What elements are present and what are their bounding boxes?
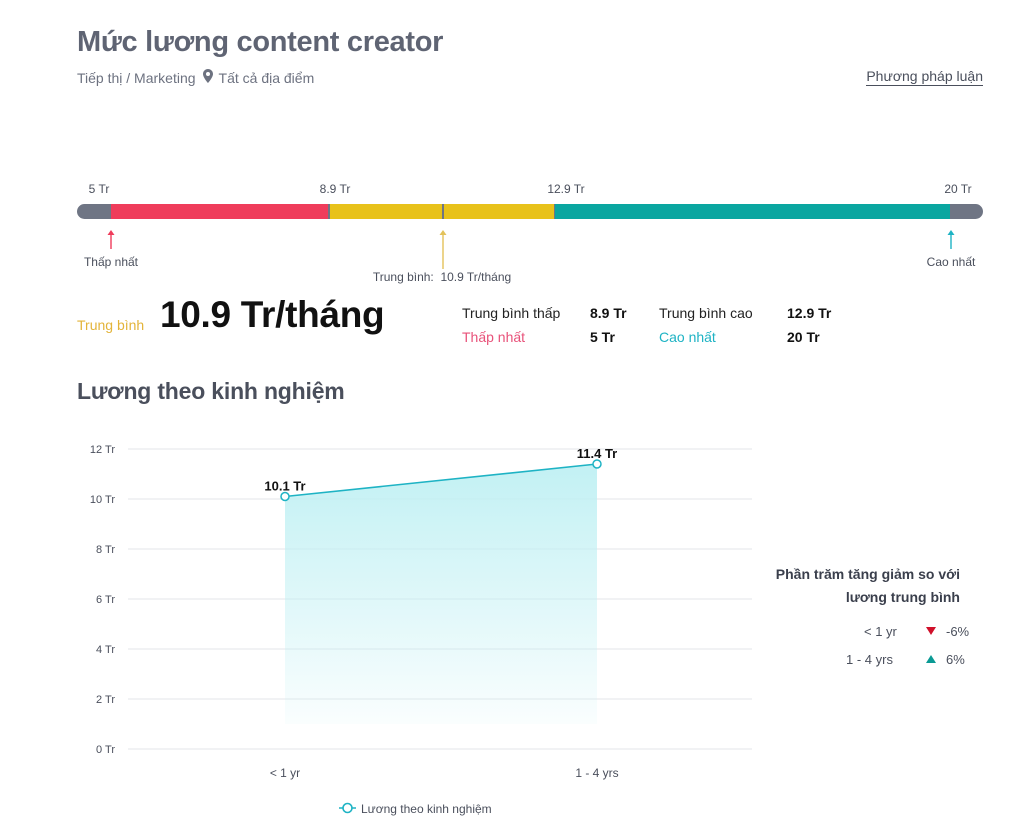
lowest-value: 5 Tr bbox=[590, 329, 615, 345]
data-point[interactable] bbox=[592, 459, 602, 469]
breadcrumb: Tiếp thị / Marketing Tất cả địa điểm bbox=[77, 69, 314, 86]
percent-change-title-line1: Phần trăm tăng giảm so với bbox=[775, 566, 960, 582]
highest-value: 20 Tr bbox=[787, 329, 820, 345]
up-triangle-icon bbox=[926, 655, 936, 663]
down-triangle-icon bbox=[926, 627, 936, 635]
data-label: 10.1 Tr bbox=[264, 479, 305, 494]
average-marker-label: Trung bình: 10.9 Tr/tháng bbox=[372, 270, 512, 284]
x-tick-label: 1 - 4 yrs bbox=[575, 766, 618, 780]
highest-marker-label: Cao nhất bbox=[926, 255, 976, 269]
lowest-arrow-icon bbox=[107, 230, 115, 249]
data-point[interactable] bbox=[280, 491, 290, 502]
pct-row-label: < 1 yr bbox=[864, 624, 897, 639]
legend-label[interactable]: Lương theo kinh nghiệm bbox=[361, 802, 492, 816]
range-high-segment bbox=[555, 204, 950, 219]
range-tick-avg-high: 12.9 Tr bbox=[547, 182, 585, 196]
category-link[interactable]: Tiếp thị / Marketing bbox=[77, 69, 196, 86]
location-link[interactable]: Tất cả địa điểm bbox=[218, 69, 315, 86]
avg-high-value: 12.9 Tr bbox=[787, 305, 832, 321]
lowest-label: Thấp nhất bbox=[462, 329, 526, 345]
y-tick-label: 0 Tr bbox=[96, 744, 115, 756]
avg-low-value: 8.9 Tr bbox=[590, 305, 627, 321]
pct-row-label: 1 - 4 yrs bbox=[846, 652, 893, 667]
salary-range: 5 Tr 8.9 Tr 12.9 Tr 20 Tr Thấp nhất Trun… bbox=[0, 0, 1022, 300]
page-title: Mức lương content creator bbox=[77, 26, 444, 58]
range-tick-min: 5 Tr bbox=[88, 182, 110, 196]
lowest-marker-label: Thấp nhất bbox=[83, 255, 139, 269]
y-tick-label: 10 Tr bbox=[90, 494, 115, 506]
range-mid-segment-right bbox=[444, 204, 554, 219]
avg-high-label: Trung bình cao bbox=[659, 305, 753, 321]
x-tick-label: < 1 yr bbox=[270, 766, 300, 780]
percent-change-panel: Phần trăm tăng giảm so với lương trung b… bbox=[760, 563, 960, 609]
data-label: 11.4 Tr bbox=[577, 446, 617, 461]
series-area bbox=[285, 464, 597, 724]
y-tick-label: 8 Tr bbox=[96, 544, 115, 556]
avg-low-label: Trung bình thấp bbox=[462, 305, 561, 321]
average-arrow-icon bbox=[439, 230, 447, 269]
methodology-link[interactable]: Phương pháp luận bbox=[866, 68, 983, 86]
average-value: 10.9 Tr/tháng bbox=[160, 294, 385, 335]
y-tick-label: 4 Tr bbox=[96, 644, 115, 656]
pct-row-value: -6% bbox=[946, 624, 970, 639]
y-tick-label: 6 Tr bbox=[96, 594, 115, 606]
range-tick-max: 20 Tr bbox=[944, 182, 972, 196]
range-tick-avg-low: 8.9 Tr bbox=[319, 182, 351, 196]
highest-label: Cao nhất bbox=[659, 329, 716, 345]
legend-marker-icon bbox=[342, 802, 353, 814]
experience-section-title: Lương theo kinh nghiệm bbox=[77, 378, 345, 404]
range-mid-segment-left bbox=[330, 204, 442, 219]
average-caption: Trung bình bbox=[77, 317, 145, 333]
highest-arrow-icon bbox=[947, 230, 955, 249]
y-tick-label: 2 Tr bbox=[96, 694, 115, 706]
y-tick-label: 12 Tr bbox=[90, 444, 115, 456]
series-line bbox=[284, 463, 598, 498]
pct-row-value: 6% bbox=[946, 652, 965, 667]
range-low-segment bbox=[111, 204, 328, 219]
location-pin-icon bbox=[202, 69, 213, 86]
percent-change-title-line2: lương trung bình bbox=[845, 589, 960, 605]
